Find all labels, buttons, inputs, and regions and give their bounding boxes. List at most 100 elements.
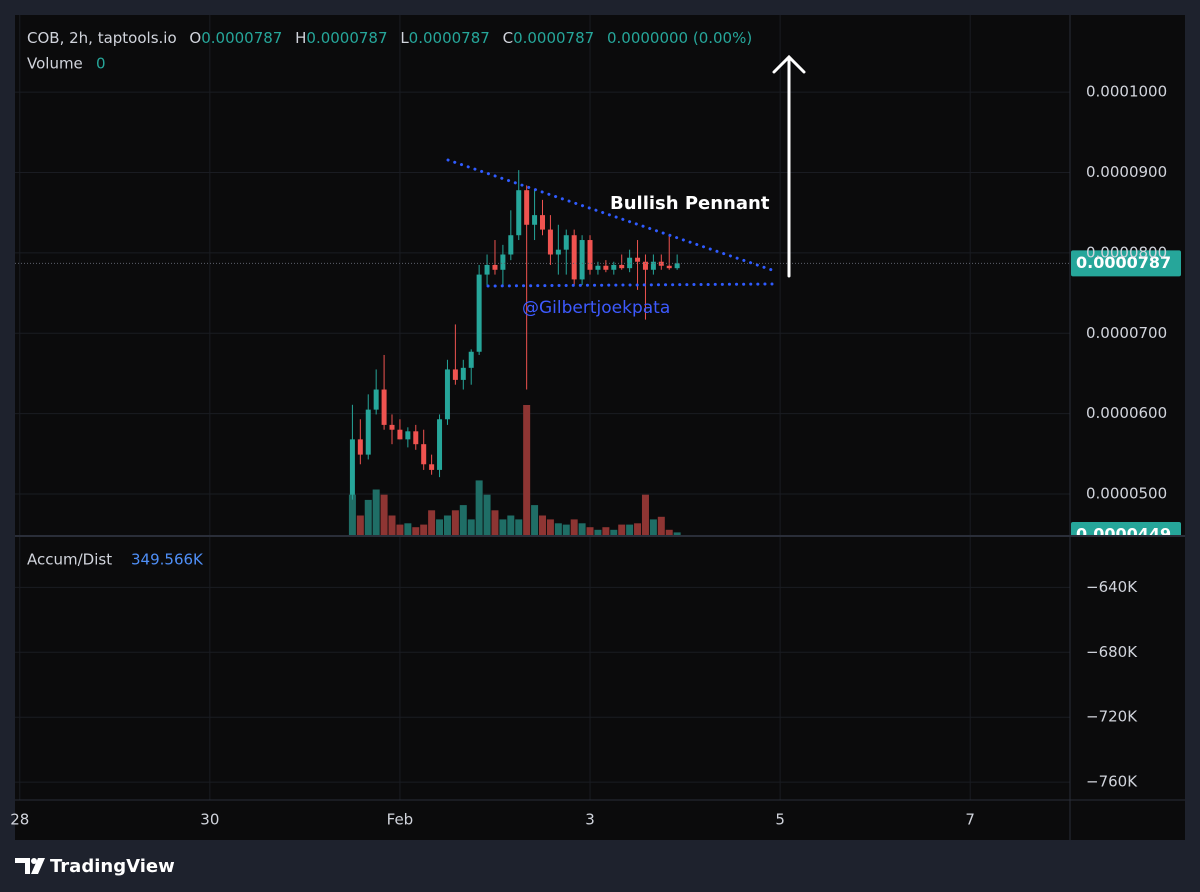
volume-bar (618, 524, 626, 535)
x-tick-label: Feb (387, 811, 414, 829)
legend-change: 0.0000000 (0.00%) (607, 29, 752, 47)
candle-body (666, 265, 672, 269)
candle-body (650, 261, 656, 270)
candle-body (508, 235, 514, 255)
legend-value: 0.0000787 (409, 29, 490, 47)
candle-body (484, 264, 490, 275)
legend: COB, 2h, taptools.io O0.0000787 H0.00007… (27, 29, 752, 47)
volume-bar (657, 516, 665, 535)
candle-body (373, 389, 379, 410)
volume-bar (570, 519, 578, 535)
candle-body (674, 263, 680, 269)
volume-bar (641, 494, 649, 535)
last-price-label: 0.0000787 (1076, 253, 1171, 272)
candle-body (587, 240, 593, 270)
grid (15, 15, 1070, 800)
candle-body (492, 264, 498, 270)
candle-body (365, 409, 371, 455)
volume-bar (428, 510, 436, 535)
volume-bar (499, 519, 507, 535)
candle-body (389, 424, 395, 430)
volume-bar (404, 523, 412, 535)
candle-body (405, 431, 411, 440)
volume-bar (594, 529, 602, 535)
legend-key: H (295, 29, 306, 47)
volume-bar (539, 515, 546, 535)
volume-bar (523, 405, 531, 535)
brand-name: TradingView (50, 856, 175, 877)
volume-bar (531, 505, 539, 535)
candle-body (468, 351, 474, 368)
y-tick-label: −760K (1086, 773, 1138, 791)
candle-body (603, 265, 609, 270)
legend-key: L (400, 29, 409, 47)
volume-bar (649, 519, 657, 535)
candle-body (532, 215, 538, 225)
y-tick-label: −720K (1086, 708, 1138, 726)
candle-body (516, 190, 522, 236)
volume-bar (380, 494, 388, 535)
volume-label: Volume (27, 55, 83, 73)
candle-body (555, 249, 561, 255)
x-tick-label: 3 (585, 811, 595, 829)
volume-bar (634, 523, 642, 535)
candle-body (524, 190, 530, 225)
candle-body (595, 265, 601, 270)
y-tick-label: −680K (1086, 643, 1138, 661)
candle-body (397, 429, 403, 440)
volume-bar (602, 527, 610, 535)
candle-layer (349, 170, 680, 500)
candle-body (547, 229, 553, 255)
candle-body (563, 235, 569, 250)
candle-body (444, 369, 450, 420)
candle-body (500, 254, 506, 270)
candle-body (571, 235, 577, 280)
lower-price-tag: 0.0000449 (1071, 522, 1181, 535)
volume-bar (673, 532, 681, 535)
overlay-layer: 0.0000787 0.0000449 (15, 250, 1181, 535)
volume-bar (443, 515, 451, 535)
y-tick-label: 0.0000800 (1086, 243, 1167, 261)
volume-bar (546, 519, 554, 535)
volume-bar (467, 519, 475, 535)
volume-bar (562, 524, 570, 535)
annotation: Bullish Pennant (610, 193, 770, 214)
volume-bar (665, 529, 673, 535)
volume-bar (388, 515, 396, 535)
legend-symbol: COB, 2h, taptools.io (27, 29, 177, 47)
volume-bar (436, 519, 444, 535)
y-tick-label: 0.0000700 (1086, 324, 1167, 342)
y-tick-label: 0.0001000 (1086, 83, 1167, 101)
volume-bar (586, 527, 594, 535)
pennant-upper-line (446, 158, 774, 272)
lower-price-tag-box (1071, 522, 1181, 535)
candle-body (540, 215, 545, 230)
x-tick-label: 28 (10, 811, 29, 829)
brand-logo (15, 858, 45, 874)
legend-value: 0.0000787 (201, 29, 282, 47)
candle-body (619, 264, 625, 269)
volume-bar (491, 510, 499, 535)
volume-bar (475, 480, 483, 535)
volume-bar (459, 505, 467, 535)
x-tick-label: 5 (775, 811, 785, 829)
volume-bar (364, 499, 372, 535)
candle-body (476, 274, 482, 352)
volume-bar (412, 527, 420, 535)
candle-body (658, 261, 664, 266)
volume-bar (626, 524, 634, 535)
volume-bar (356, 515, 364, 535)
watermark: @Gilbertjoekpata (522, 298, 670, 318)
x-tick-label: 7 (965, 811, 975, 829)
candle-body (460, 367, 466, 380)
candle-body (381, 389, 387, 425)
volume-bar (578, 523, 586, 535)
candle-body (349, 439, 355, 495)
y-tick-label: 0.0000500 (1086, 485, 1167, 503)
volume-bar (348, 494, 356, 535)
y-tick-label: −640K (1086, 578, 1138, 596)
legend-value: 0.0000787 (306, 29, 387, 47)
candle-body (437, 419, 443, 470)
candle-body (357, 439, 363, 455)
